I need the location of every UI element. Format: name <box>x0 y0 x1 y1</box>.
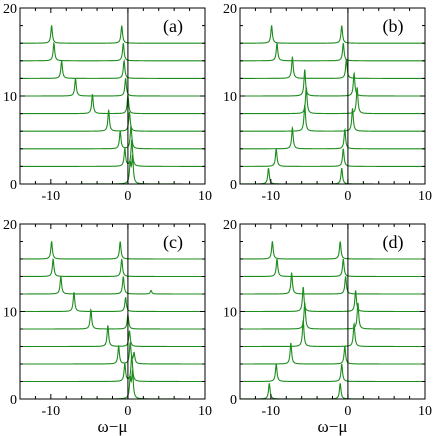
spectrum-trace-4 <box>20 325 205 348</box>
spectrum-trace-6 <box>20 77 205 97</box>
x-tick-label: -10 <box>261 404 280 419</box>
panel-b: -10 0 10 0 10 20 (b) <box>223 2 432 204</box>
y-tick-label: 0 <box>10 393 17 408</box>
spectrum-trace-2 <box>240 148 425 167</box>
x-axis-title: ω−μ <box>98 417 128 436</box>
y-tick-label: 10 <box>223 90 237 105</box>
spectrum-trace-6 <box>240 286 425 313</box>
x-tick-label: 10 <box>418 189 432 204</box>
spectrum-trace-9 <box>20 240 205 260</box>
spectrum-trace-8 <box>20 258 205 278</box>
spectrum-trace-7 <box>240 55 425 79</box>
spectrum-trace-5 <box>240 87 425 115</box>
panel-label: (d) <box>383 232 404 253</box>
y-tick-label: 0 <box>10 178 17 193</box>
panel-label: (a) <box>163 16 183 37</box>
spectrum-trace-4 <box>20 109 205 132</box>
y-tick-label: 20 <box>223 2 237 17</box>
x-tick-label: 10 <box>198 404 212 419</box>
spectrum-trace-7 <box>240 272 425 295</box>
x-tick-label: -10 <box>41 189 60 204</box>
x-tick-label: -10 <box>41 404 60 419</box>
spectrum-trace-5 <box>20 308 205 330</box>
spectrum-trace-2 <box>20 354 205 383</box>
panel-label-background <box>373 15 413 37</box>
spectrum-trace-3 <box>20 125 205 150</box>
spectrum-trace-2 <box>20 139 205 167</box>
spectrum-trace-3 <box>20 342 205 365</box>
spectrum-trace-6 <box>20 292 205 313</box>
x-tick-label: 0 <box>344 404 351 419</box>
y-tick-label: 20 <box>3 2 17 17</box>
spectrum-trace-8 <box>20 41 205 62</box>
spectrum-trace-9 <box>240 241 425 260</box>
spectrum-trace-7 <box>20 58 205 79</box>
spectrum-trace-5 <box>20 94 205 115</box>
spectrum-trace-1 <box>20 370 205 400</box>
panel-label: (c) <box>163 232 183 253</box>
y-tick-label: 20 <box>3 218 17 233</box>
spectrum-trace-4 <box>240 320 425 348</box>
panel-label-background <box>153 231 193 253</box>
y-tick-label: 20 <box>223 218 237 233</box>
panel-d: -10 0 10 0 10 20 (d) ω−μ <box>223 218 432 436</box>
spectrum-trace-5 <box>240 302 425 330</box>
spectrum-trace-9 <box>240 24 425 44</box>
panel-c: -10 0 10 0 10 20 (c) ω−μ <box>3 218 212 436</box>
x-tick-label: 0 <box>124 189 131 204</box>
spectrum-trace-6 <box>240 69 425 97</box>
x-tick-label: 0 <box>344 189 351 204</box>
x-axis-title: ω−μ <box>318 417 348 436</box>
spectrum-trace-1 <box>20 154 205 185</box>
y-tick-label: 10 <box>3 306 17 321</box>
panel-label: (b) <box>383 16 404 37</box>
spectrum-trace-9 <box>20 24 205 44</box>
spectrum-trace-3 <box>240 342 425 365</box>
x-tick-label: 10 <box>418 404 432 419</box>
spectrum-trace-4 <box>240 104 425 132</box>
x-tick-label: 0 <box>124 404 131 419</box>
spectrum-trace-2 <box>240 363 425 383</box>
panel-label-background <box>153 15 193 37</box>
x-tick-label: 10 <box>198 189 212 204</box>
y-tick-label: 0 <box>230 178 237 193</box>
panel-a: -10 0 10 0 10 20 (a) <box>3 2 212 204</box>
x-tick-label: -10 <box>261 189 280 204</box>
panel-label-background <box>373 231 413 253</box>
y-tick-label: 0 <box>230 393 237 408</box>
spectrum-trace-3 <box>240 125 425 150</box>
y-tick-label: 10 <box>3 90 17 105</box>
spectrum-trace-7 <box>20 275 205 295</box>
spectrum-trace-8 <box>240 43 425 62</box>
spectrum-trace-8 <box>240 258 425 278</box>
y-tick-label: 10 <box>223 306 237 321</box>
